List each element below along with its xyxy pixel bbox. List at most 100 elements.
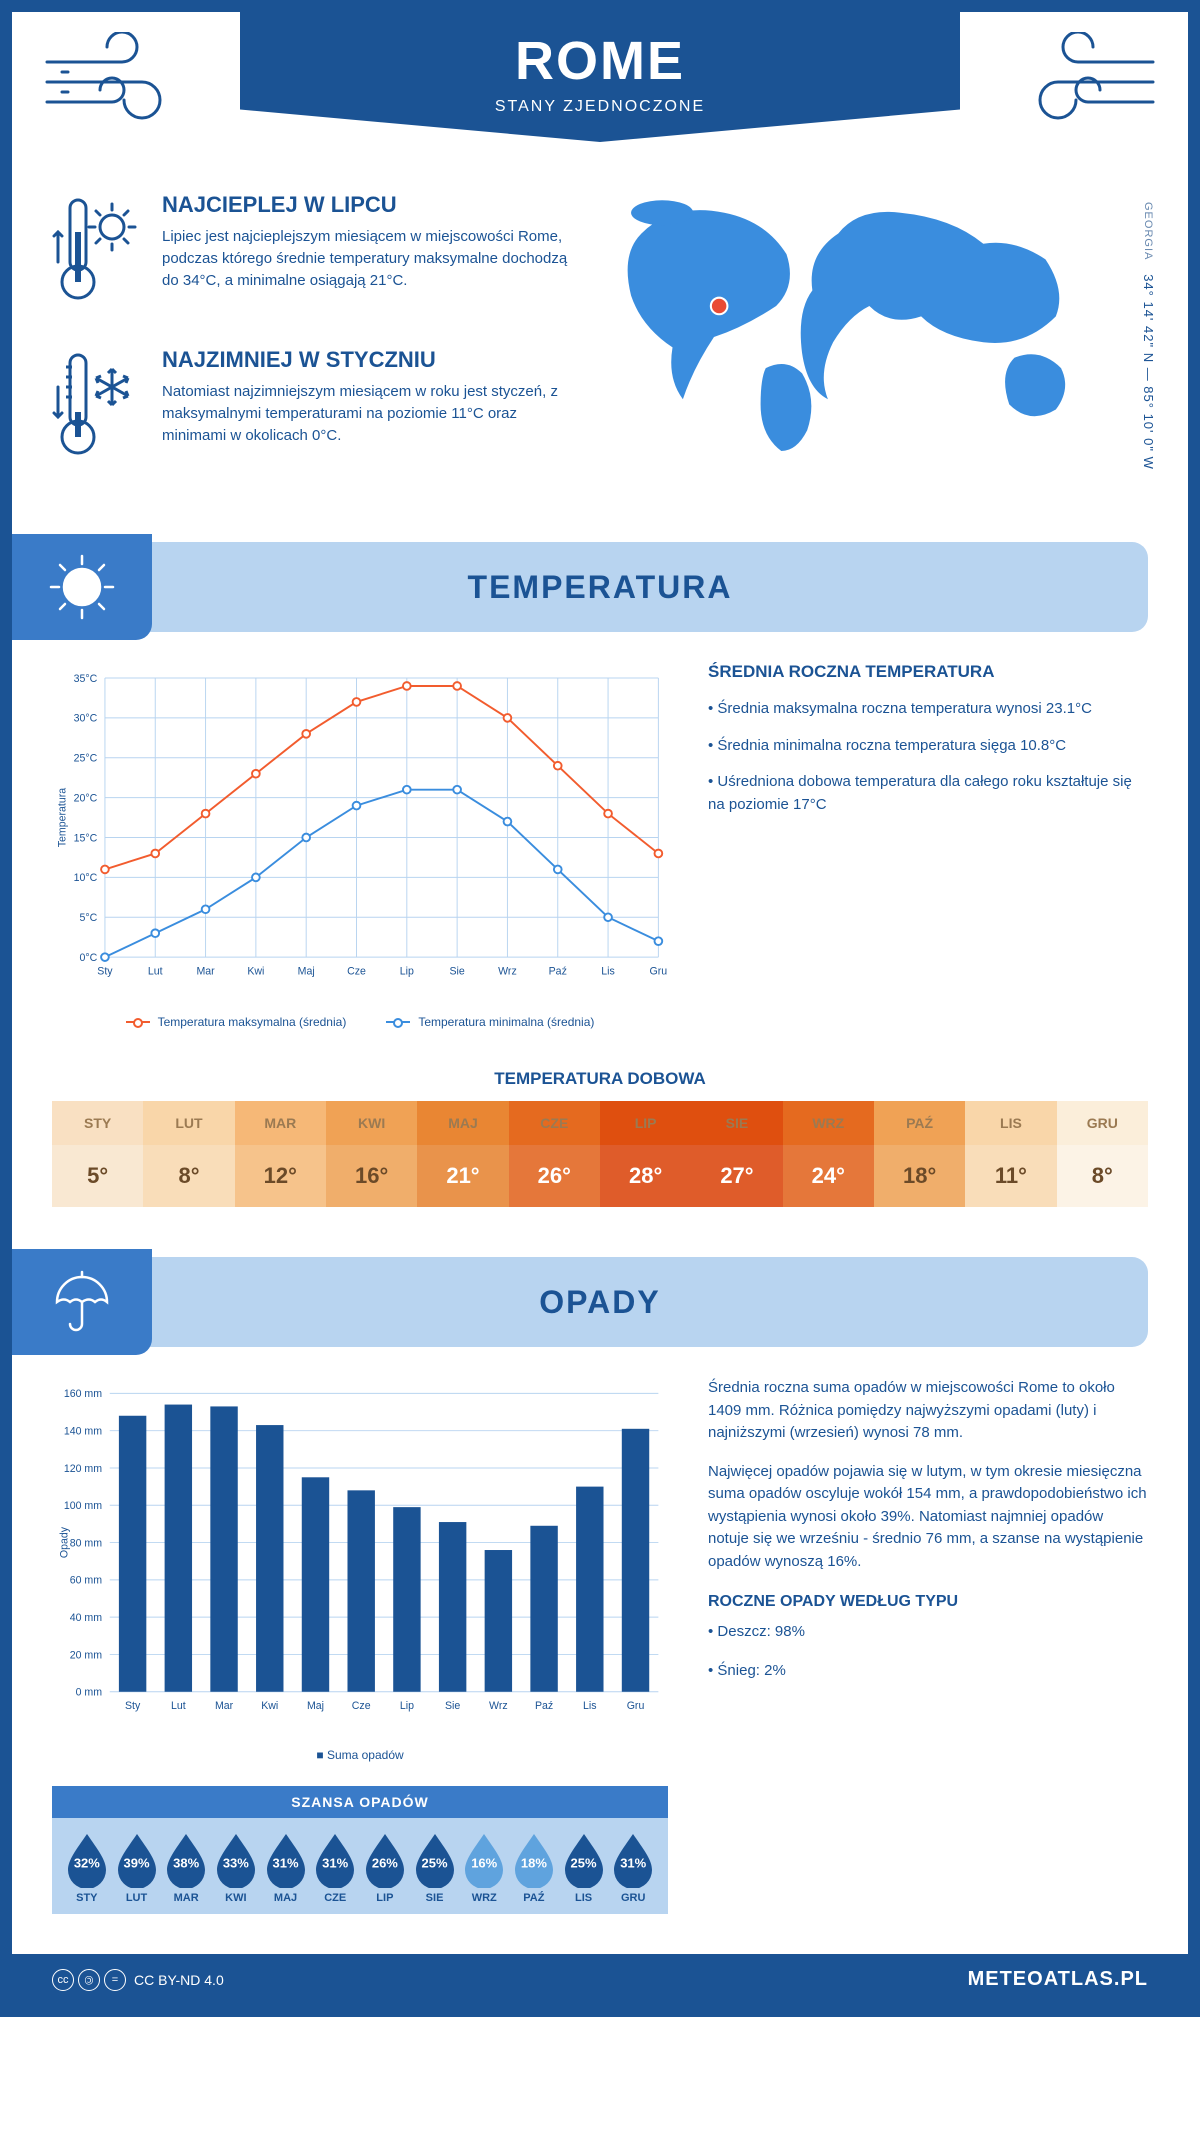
svg-text:Temperatura: Temperatura [56, 788, 68, 847]
chance-drop: 31%GRU [608, 1832, 658, 1904]
daily-col: PAŹ18° [874, 1101, 965, 1207]
svg-text:Mar: Mar [196, 965, 215, 977]
precip-bar-chart: 0 mm20 mm40 mm60 mm80 mm100 mm120 mm140 … [52, 1377, 668, 1762]
chance-drop: 33%KWI [211, 1832, 261, 1904]
svg-text:15°C: 15°C [74, 832, 98, 844]
svg-text:Lis: Lis [601, 965, 615, 977]
svg-text:10°C: 10°C [74, 872, 98, 884]
svg-text:Lut: Lut [171, 1700, 186, 1712]
section-banner-precip: OPADY [52, 1257, 1148, 1347]
svg-text:Maj: Maj [307, 1700, 324, 1712]
svg-text:Sie: Sie [449, 965, 464, 977]
city-title: ROME [240, 30, 960, 92]
svg-text:Opady: Opady [58, 1526, 70, 1558]
svg-text:Paź: Paź [535, 1700, 553, 1712]
chance-drop: 25%LIS [559, 1832, 609, 1904]
daily-col: KWI16° [326, 1101, 417, 1207]
license-text: CC BY-ND 4.0 [134, 1972, 224, 1988]
svg-text:Sie: Sie [445, 1700, 460, 1712]
svg-text:100 mm: 100 mm [64, 1500, 102, 1512]
svg-text:Mar: Mar [215, 1700, 234, 1712]
wind-icon [42, 32, 182, 132]
svg-text:Sty: Sty [97, 965, 113, 977]
svg-text:Lis: Lis [583, 1700, 597, 1712]
section-banner-temperature: TEMPERATURA [52, 542, 1148, 632]
daily-col: GRU8° [1057, 1101, 1148, 1207]
svg-text:5°C: 5°C [79, 912, 97, 924]
section-title: TEMPERATURA [468, 569, 733, 606]
world-map: GEORGIA 34° 14' 42" N — 85° 10' 0" W [600, 192, 1148, 502]
svg-text:Lip: Lip [400, 1700, 414, 1712]
daily-col: MAR12° [235, 1101, 326, 1207]
annual-bullet: • Średnia maksymalna roczna temperatura … [708, 698, 1148, 721]
svg-text:0°C: 0°C [79, 952, 97, 964]
svg-text:Maj: Maj [298, 965, 315, 977]
umbrella-icon [12, 1249, 152, 1355]
daily-temp-title: TEMPERATURA DOBOWA [52, 1069, 1148, 1089]
svg-text:0 mm: 0 mm [76, 1687, 103, 1699]
svg-text:Gru: Gru [627, 1700, 645, 1712]
svg-text:60 mm: 60 mm [70, 1575, 103, 1587]
svg-text:Wrz: Wrz [498, 965, 517, 977]
svg-text:80 mm: 80 mm [70, 1537, 103, 1549]
daily-col: WRZ24° [783, 1101, 874, 1207]
svg-text:Paź: Paź [549, 965, 567, 977]
wind-icon [1018, 32, 1158, 132]
chance-drop: 16%WRZ [459, 1832, 509, 1904]
header: ROME STANY ZJEDNOCZONE [12, 12, 1188, 172]
footer: cc 🄯 = CC BY-ND 4.0 METEOATLAS.PL [12, 1954, 1188, 2005]
svg-text:160 mm: 160 mm [64, 1388, 102, 1400]
thermometer-cold-icon [52, 347, 142, 472]
top-info-section: NAJCIEPLEJ W LIPCU Lipiec jest najcieple… [12, 172, 1188, 542]
chance-drop: 32%STY [62, 1832, 112, 1904]
svg-text:35°C: 35°C [74, 673, 98, 685]
thermometer-hot-icon [52, 192, 142, 317]
annual-bullet: • Średnia minimalna roczna temperatura s… [708, 735, 1148, 758]
svg-text:Gru: Gru [650, 965, 668, 977]
precip-chance-panel: SZANSA OPADÓW 32%STY 39%LUT 38%MAR 33%KW… [52, 1786, 668, 1914]
chart-legend: Temperatura maksymalna (średnia) Tempera… [52, 1015, 668, 1029]
precip-text: Średnia roczna suma opadów w miejscowośc… [708, 1377, 1148, 1914]
section-title: OPADY [539, 1284, 660, 1321]
site-brand: METEOATLAS.PL [968, 1968, 1148, 1991]
fact-hot-title: NAJCIEPLEJ W LIPCU [162, 192, 570, 218]
precip-type-item: • Deszcz: 98% [708, 1621, 1148, 1644]
title-banner: ROME STANY ZJEDNOCZONE [240, 12, 960, 142]
chance-drop: 25%SIE [410, 1832, 460, 1904]
daily-col: MAJ21° [417, 1101, 508, 1207]
annual-bullet: • Uśredniona dobowa temperatura dla całe… [708, 771, 1148, 816]
svg-text:Lut: Lut [148, 965, 163, 977]
fact-cold-title: NAJZIMNIEJ W STYCZNIU [162, 347, 570, 373]
chance-drop: 39%LUT [112, 1832, 162, 1904]
chance-drop: 31%CZE [310, 1832, 360, 1904]
svg-text:Kwi: Kwi [261, 1700, 278, 1712]
temperature-annual-text: ŚREDNIA ROCZNA TEMPERATURA • Średnia mak… [708, 662, 1148, 1029]
svg-text:Lip: Lip [400, 965, 414, 977]
svg-text:25°C: 25°C [74, 753, 98, 765]
precip-type-item: • Śnieg: 2% [708, 1660, 1148, 1683]
infographic-root: ROME STANY ZJEDNOCZONE [0, 0, 1200, 2017]
sun-icon [12, 534, 152, 640]
coordinates-text: GEORGIA 34° 14' 42" N — 85° 10' 0" W [1141, 202, 1156, 470]
chance-drop: 31%MAJ [261, 1832, 311, 1904]
daily-col: SIE27° [691, 1101, 782, 1207]
fact-hottest: NAJCIEPLEJ W LIPCU Lipiec jest najcieple… [52, 192, 570, 317]
fact-cold-text: Natomiast najzimniejszym miesiącem w rok… [162, 381, 570, 446]
chance-drop: 26%LIP [360, 1832, 410, 1904]
facts-column: NAJCIEPLEJ W LIPCU Lipiec jest najcieple… [52, 192, 570, 502]
chance-drop: 38%MAR [161, 1832, 211, 1904]
svg-text:Kwi: Kwi [247, 965, 264, 977]
cc-icons: cc 🄯 = [52, 1969, 126, 1991]
svg-text:Cze: Cze [352, 1700, 371, 1712]
fact-coldest: NAJZIMNIEJ W STYCZNIU Natomiast najzimni… [52, 347, 570, 472]
svg-text:140 mm: 140 mm [64, 1426, 102, 1438]
svg-text:20°C: 20°C [74, 792, 98, 804]
svg-text:120 mm: 120 mm [64, 1463, 102, 1475]
svg-text:20 mm: 20 mm [70, 1649, 103, 1661]
daily-col: LIP28° [600, 1101, 691, 1207]
daily-temp-table: STY5°LUT8°MAR12°KWI16°MAJ21°CZE26°LIP28°… [52, 1101, 1148, 1207]
temperature-line-chart: 0°C5°C10°C15°C20°C25°C30°C35°CStyLutMarK… [52, 662, 668, 1029]
chance-drop: 18%PAŹ [509, 1832, 559, 1904]
fact-hot-text: Lipiec jest najcieplejszym miesiącem w m… [162, 226, 570, 291]
country-subtitle: STANY ZJEDNOCZONE [240, 98, 960, 116]
